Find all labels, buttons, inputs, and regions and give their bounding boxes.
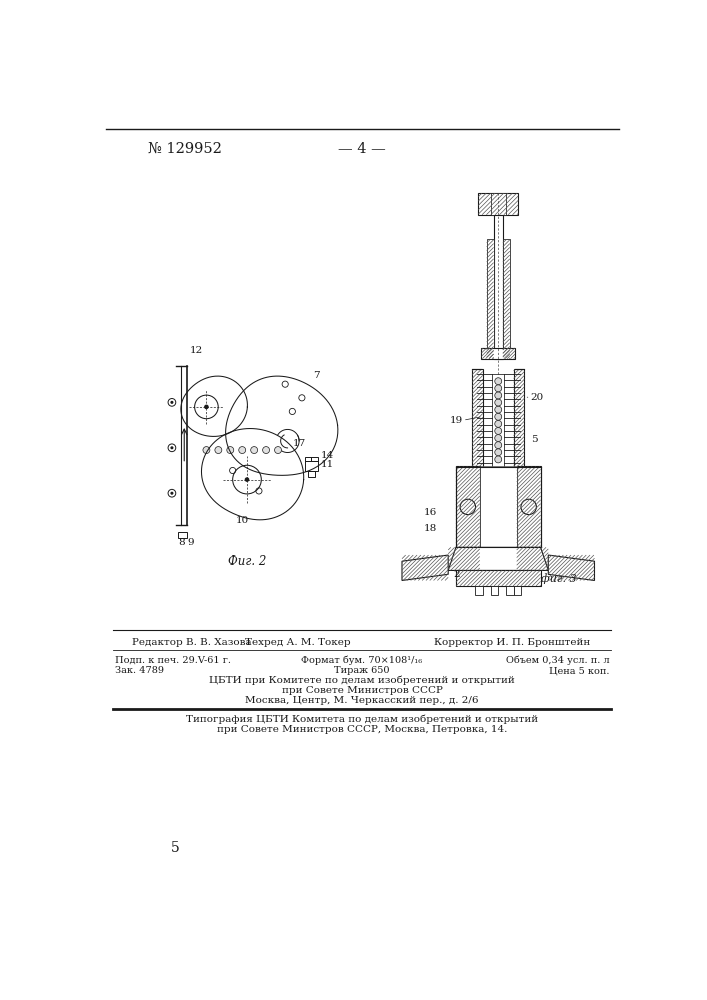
Bar: [305, 457, 312, 461]
Text: 16: 16: [423, 508, 437, 517]
Circle shape: [245, 477, 250, 482]
Text: Москва, Центр, М. Черкасский пер., д. 2/6: Москва, Центр, М. Черкасский пер., д. 2/…: [245, 696, 479, 705]
Bar: [478, 193, 518, 215]
Text: Зак. 4789: Зак. 4789: [115, 666, 164, 675]
Circle shape: [215, 447, 222, 454]
Bar: [514, 586, 521, 595]
Circle shape: [495, 392, 502, 399]
Circle shape: [460, 499, 476, 515]
Text: 9: 9: [187, 538, 194, 547]
Text: при Совете Министров СССР: при Совете Министров СССР: [281, 686, 443, 695]
Text: 19: 19: [450, 416, 463, 425]
Text: 12: 12: [190, 346, 204, 355]
Text: Фиг. 2: Фиг. 2: [228, 555, 266, 568]
Polygon shape: [549, 555, 595, 580]
Bar: [506, 586, 514, 595]
Circle shape: [495, 456, 502, 463]
Text: 10: 10: [235, 516, 249, 525]
Circle shape: [495, 413, 502, 420]
Bar: [308, 471, 315, 477]
Circle shape: [521, 499, 537, 515]
Text: 17: 17: [293, 439, 305, 448]
Bar: [514, 369, 525, 466]
Circle shape: [170, 492, 173, 495]
Circle shape: [495, 449, 502, 456]
Circle shape: [262, 447, 269, 454]
Circle shape: [239, 447, 246, 454]
Bar: [456, 570, 541, 586]
Polygon shape: [448, 547, 549, 570]
Text: — 4 —: — 4 —: [338, 142, 386, 156]
Text: Подп. к печ. 29.V-61 г.: Подп. к печ. 29.V-61 г.: [115, 656, 230, 665]
Bar: [475, 586, 483, 595]
Bar: [305, 461, 317, 471]
Text: № 129952: № 129952: [148, 142, 222, 156]
Circle shape: [495, 442, 502, 449]
Text: Корректор И. П. Бронштейн: Корректор И. П. Бронштейн: [434, 638, 590, 647]
Circle shape: [495, 435, 502, 442]
Circle shape: [274, 447, 281, 454]
Bar: [472, 369, 483, 466]
Bar: [493, 215, 503, 359]
Text: 11: 11: [321, 460, 334, 469]
Text: Типография ЦБТИ Комитета по делам изобретений и открытий: Типография ЦБТИ Комитета по делам изобре…: [186, 714, 538, 724]
Circle shape: [495, 399, 502, 406]
Circle shape: [170, 446, 173, 449]
Circle shape: [495, 378, 502, 385]
Text: Техред А. М. Токер: Техред А. М. Токер: [245, 638, 351, 647]
Circle shape: [251, 447, 257, 454]
Circle shape: [495, 420, 502, 427]
Text: 5: 5: [170, 841, 179, 855]
Bar: [517, 466, 541, 547]
Bar: [503, 239, 510, 359]
Bar: [486, 239, 493, 359]
Text: Цена 5 коп.: Цена 5 коп.: [549, 666, 610, 675]
Circle shape: [495, 427, 502, 434]
Text: 18: 18: [423, 524, 437, 533]
Bar: [491, 586, 498, 595]
Bar: [491, 193, 506, 215]
Bar: [481, 348, 515, 359]
Bar: [492, 374, 504, 466]
Text: 20: 20: [530, 393, 544, 402]
Text: Редактор В. В. Хазова: Редактор В. В. Хазова: [132, 638, 252, 647]
Text: Формат бум. 70×108¹/₁₆: Формат бум. 70×108¹/₁₆: [301, 656, 423, 665]
Text: 7: 7: [313, 371, 320, 380]
Circle shape: [170, 401, 173, 404]
Text: 14: 14: [321, 451, 334, 460]
Bar: [178, 532, 187, 538]
Bar: [480, 466, 517, 547]
Bar: [456, 466, 480, 547]
Circle shape: [495, 406, 502, 413]
Text: Тираж 650: Тираж 650: [334, 666, 390, 675]
Text: ЦБТИ при Комитете по делам изобретений и открытий: ЦБТИ при Комитете по делам изобретений и…: [209, 676, 515, 685]
Text: при Совете Министров СССР, Москва, Петровка, 14.: при Совете Министров СССР, Москва, Петро…: [217, 725, 507, 734]
Circle shape: [227, 447, 234, 454]
Text: 8: 8: [178, 538, 185, 547]
Text: 5: 5: [530, 435, 537, 444]
Circle shape: [495, 385, 502, 392]
Text: 2: 2: [453, 570, 460, 579]
Circle shape: [203, 447, 210, 454]
Circle shape: [204, 405, 209, 409]
Text: Объем 0,34 усл. п. л: Объем 0,34 усл. п. л: [506, 656, 610, 665]
Bar: [312, 457, 317, 461]
Polygon shape: [402, 555, 448, 580]
Text: фиг. 3: фиг. 3: [541, 573, 576, 584]
